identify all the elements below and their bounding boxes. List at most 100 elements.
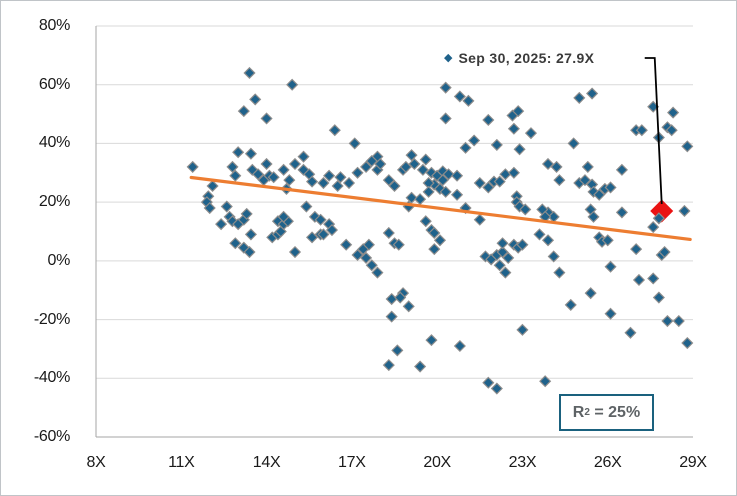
data-point <box>391 344 404 357</box>
data-point <box>615 163 628 176</box>
data-point <box>306 175 319 188</box>
data-point <box>325 223 339 237</box>
data-point <box>428 243 441 256</box>
data-point <box>581 160 594 173</box>
data-point <box>351 166 364 179</box>
data-point <box>186 160 199 173</box>
data-point <box>240 207 253 220</box>
data-point <box>482 181 495 194</box>
data-point <box>267 171 280 184</box>
data-point <box>586 87 599 100</box>
data-point <box>499 266 512 279</box>
y-tick-label: 20% <box>38 193 70 211</box>
data-point <box>539 375 552 388</box>
y-tick-label: -20% <box>33 310 70 328</box>
data-point <box>661 314 674 328</box>
overlay-point <box>652 212 665 225</box>
data-point <box>524 127 538 140</box>
data-point <box>229 237 242 250</box>
data-point <box>323 169 336 182</box>
data-point <box>678 204 691 217</box>
data-point <box>573 91 586 104</box>
x-tick-label: 29X <box>679 454 707 471</box>
data-point <box>439 112 452 125</box>
data-point <box>459 141 472 154</box>
data-point <box>507 166 520 179</box>
data-point <box>306 231 319 244</box>
data-point <box>419 153 432 166</box>
data-point <box>450 169 464 182</box>
data-point <box>482 376 495 389</box>
data-point <box>288 157 302 171</box>
data-point <box>342 177 356 190</box>
data-point <box>468 134 481 147</box>
data-point <box>215 218 228 231</box>
data-point <box>243 246 256 259</box>
data-point <box>604 181 617 194</box>
annotation-diamond-icon: ◆ <box>444 51 453 64</box>
data-point <box>374 157 387 171</box>
data-point <box>244 147 257 160</box>
data-point <box>652 291 665 304</box>
data-point <box>382 359 395 372</box>
data-point <box>635 124 648 137</box>
x-tick-label: 8X <box>86 454 106 471</box>
data-point <box>220 200 233 213</box>
data-point <box>453 90 466 103</box>
data-point <box>286 78 299 91</box>
data-point <box>647 272 660 285</box>
callout-line <box>644 57 663 204</box>
data-point <box>658 246 671 259</box>
data-point <box>203 201 216 215</box>
data-point <box>630 243 643 256</box>
x-tick-label: 17X <box>338 454 366 471</box>
data-point <box>490 382 503 395</box>
data-point <box>665 124 678 137</box>
data-point <box>288 246 302 259</box>
data-point <box>408 157 421 171</box>
data-point <box>507 122 520 135</box>
data-point <box>416 163 429 176</box>
data-point <box>647 221 660 234</box>
data-point <box>314 213 327 226</box>
data-point <box>502 251 515 264</box>
data-point <box>541 234 555 247</box>
data-point <box>473 213 486 226</box>
annotation-label: ◆ Sep 30, 2025: 27.9X <box>444 48 594 68</box>
data-point <box>512 105 525 118</box>
x-tick-label: 14X <box>252 454 281 471</box>
data-point <box>439 81 452 94</box>
data-point <box>496 237 509 250</box>
data-point <box>249 93 262 106</box>
data-point <box>226 160 239 173</box>
data-point <box>351 248 364 262</box>
data-point <box>360 251 373 264</box>
data-point <box>277 210 290 223</box>
data-point <box>433 182 447 195</box>
data-point <box>667 106 680 119</box>
data-point <box>340 238 353 251</box>
trendline <box>189 175 692 242</box>
data-point <box>533 228 546 241</box>
data-point <box>206 179 219 193</box>
y-tick-label: -40% <box>33 369 70 387</box>
x-tick-label: 11X <box>168 454 195 471</box>
y-tick-label: 40% <box>38 134 70 152</box>
data-point <box>283 174 296 187</box>
x-tick-label: 20X <box>423 454 451 471</box>
data-point <box>624 326 637 339</box>
data-point <box>244 228 257 241</box>
data-point <box>277 163 290 176</box>
data-point <box>453 339 466 353</box>
data-point <box>553 174 566 187</box>
r-squared-exponent: 2 <box>584 406 590 418</box>
data-point <box>360 160 373 173</box>
data-point <box>388 179 401 193</box>
data-point <box>232 146 245 159</box>
data-point <box>604 260 617 273</box>
data-point <box>553 266 566 279</box>
data-point <box>442 168 455 181</box>
annotation-text: Sep 30, 2025: 27.9X <box>458 50 595 66</box>
data-point <box>450 188 464 201</box>
